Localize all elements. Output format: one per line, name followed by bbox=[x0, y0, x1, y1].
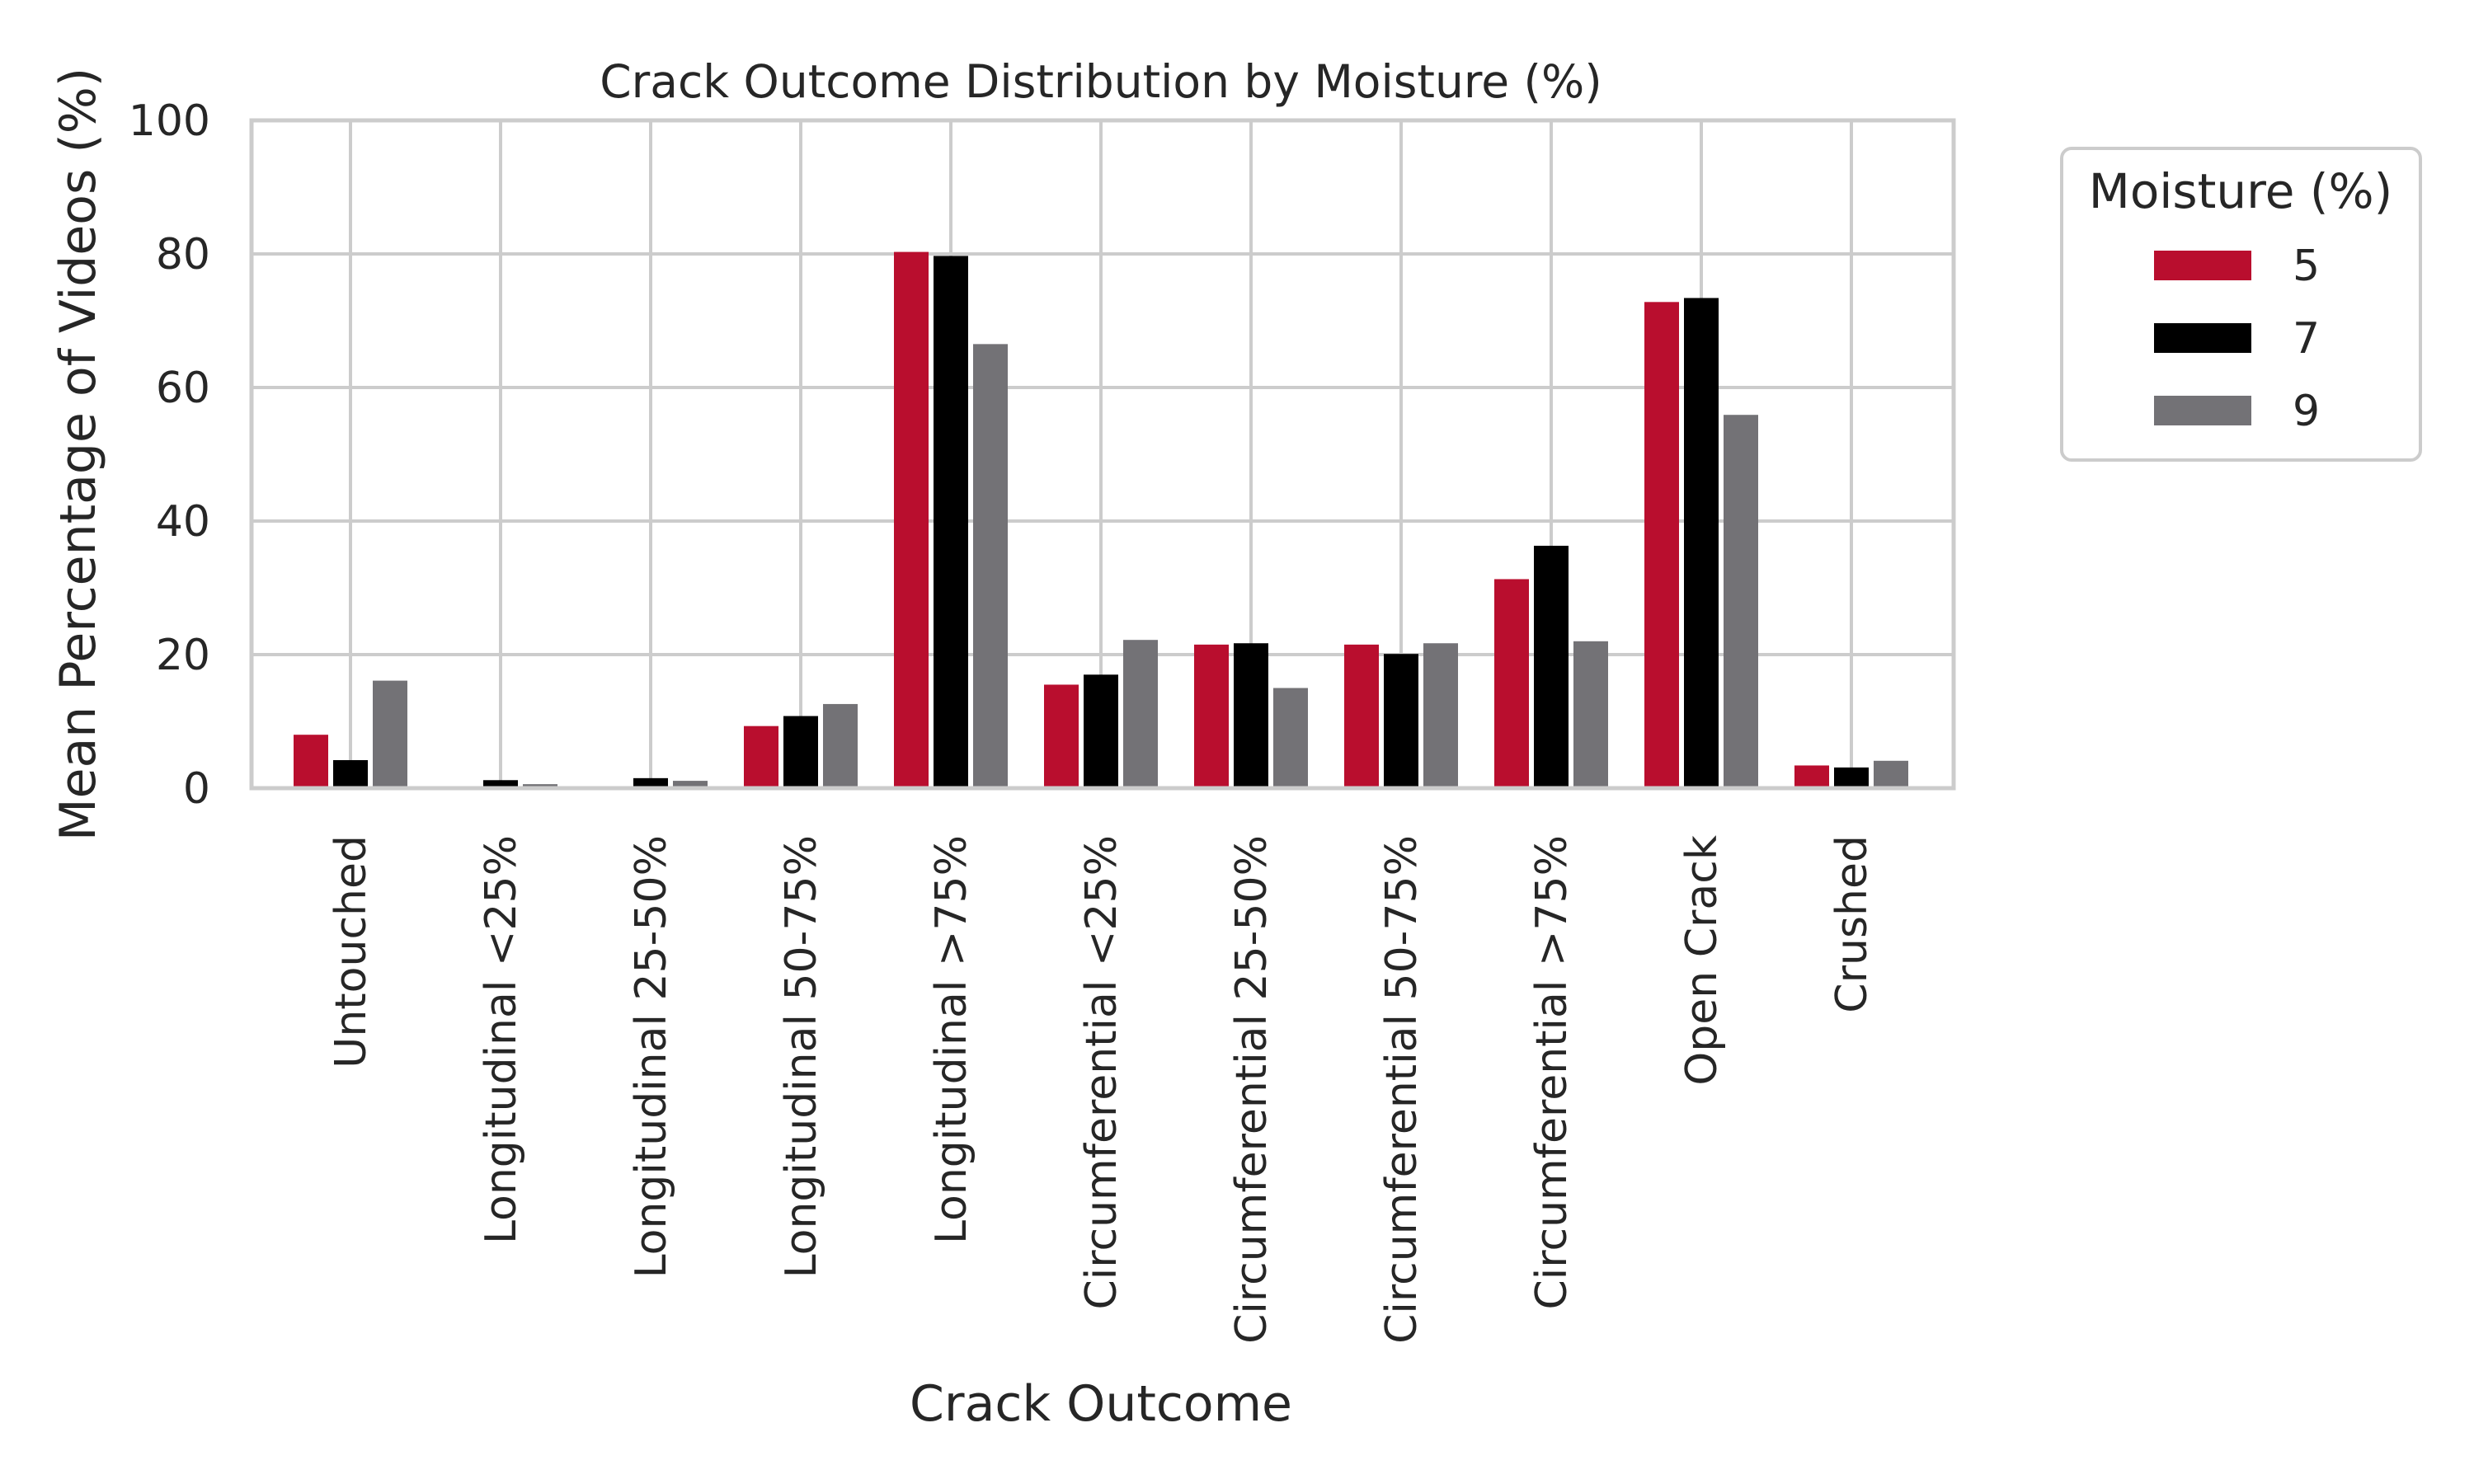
legend-swatch bbox=[2154, 251, 2251, 280]
x-tick-label: Crushed bbox=[1827, 835, 1877, 1013]
x-tick-label: Longitudinal 25-50% bbox=[627, 835, 676, 1278]
legend-swatch bbox=[2154, 323, 2251, 353]
bar bbox=[1684, 298, 1719, 789]
bar bbox=[894, 251, 929, 788]
x-tick-label: Longitudinal >75% bbox=[927, 835, 976, 1244]
legend-label: 5 bbox=[2293, 242, 2320, 291]
y-tick-label: 0 bbox=[183, 764, 210, 814]
x-axis-label: Crack Outcome bbox=[910, 1375, 1292, 1433]
x-tick-labels: Untouched Longitudinal <25% Longitudinal 2… bbox=[327, 835, 1877, 1344]
x-tick-label: Longitudinal 50-75% bbox=[777, 835, 826, 1278]
bar bbox=[1273, 688, 1308, 788]
x-tick-label: Circumferential 25-50% bbox=[1227, 835, 1277, 1344]
x-tick-label: Circumferential >75% bbox=[1527, 835, 1577, 1310]
bar bbox=[1573, 641, 1608, 788]
x-tick-label: Open Crack bbox=[1677, 835, 1727, 1086]
bar bbox=[1534, 545, 1569, 788]
y-tick-label: 80 bbox=[156, 230, 210, 279]
bar bbox=[1234, 643, 1268, 788]
legend-frame bbox=[2060, 147, 2422, 462]
bar bbox=[373, 680, 407, 788]
bar bbox=[1423, 643, 1458, 788]
bar bbox=[1644, 302, 1679, 788]
bars bbox=[294, 251, 1908, 789]
x-tick-label: Longitudinal <25% bbox=[477, 835, 526, 1244]
bar bbox=[934, 256, 968, 788]
y-axis-label: Mean Percentage of Videos (%) bbox=[49, 68, 107, 841]
y-tick-labels: 0 20 40 60 80 100 bbox=[129, 96, 210, 814]
bar bbox=[483, 780, 518, 788]
chart-title: Crack Outcome Distribution by Moisture (… bbox=[600, 55, 1602, 108]
bar bbox=[633, 777, 668, 788]
legend: Moisture (%) 5 7 9 bbox=[2060, 147, 2422, 462]
bar bbox=[294, 735, 328, 788]
bar bbox=[333, 759, 368, 788]
x-tick-label: Circumferential <25% bbox=[1077, 835, 1126, 1310]
bar bbox=[783, 716, 818, 788]
bar bbox=[744, 726, 778, 788]
bar bbox=[1084, 674, 1118, 788]
y-tick-label: 60 bbox=[156, 364, 210, 413]
bar bbox=[823, 703, 858, 788]
bar bbox=[973, 344, 1008, 789]
bar bbox=[1194, 644, 1229, 788]
bar bbox=[1494, 579, 1529, 788]
plot-frame bbox=[249, 118, 1956, 791]
bar bbox=[1123, 640, 1158, 788]
bar bbox=[1384, 654, 1418, 788]
bar bbox=[1344, 644, 1379, 788]
y-tick-label: 100 bbox=[129, 96, 210, 146]
bar bbox=[673, 781, 708, 788]
bar bbox=[1724, 415, 1758, 788]
legend-label: 9 bbox=[2293, 387, 2320, 436]
bar bbox=[1874, 760, 1908, 788]
bar bbox=[1044, 684, 1079, 788]
bar bbox=[1834, 767, 1869, 788]
bar bbox=[1794, 765, 1829, 788]
y-tick-label: 20 bbox=[156, 631, 210, 680]
legend-title: Moisture (%) bbox=[2089, 163, 2392, 219]
x-tick-label: Circumferential 50-75% bbox=[1377, 835, 1427, 1344]
x-tick-label: Untouched bbox=[327, 835, 376, 1068]
legend-label: 7 bbox=[2293, 314, 2320, 364]
y-tick-label: 40 bbox=[156, 497, 210, 547]
legend-swatch bbox=[2154, 396, 2251, 425]
